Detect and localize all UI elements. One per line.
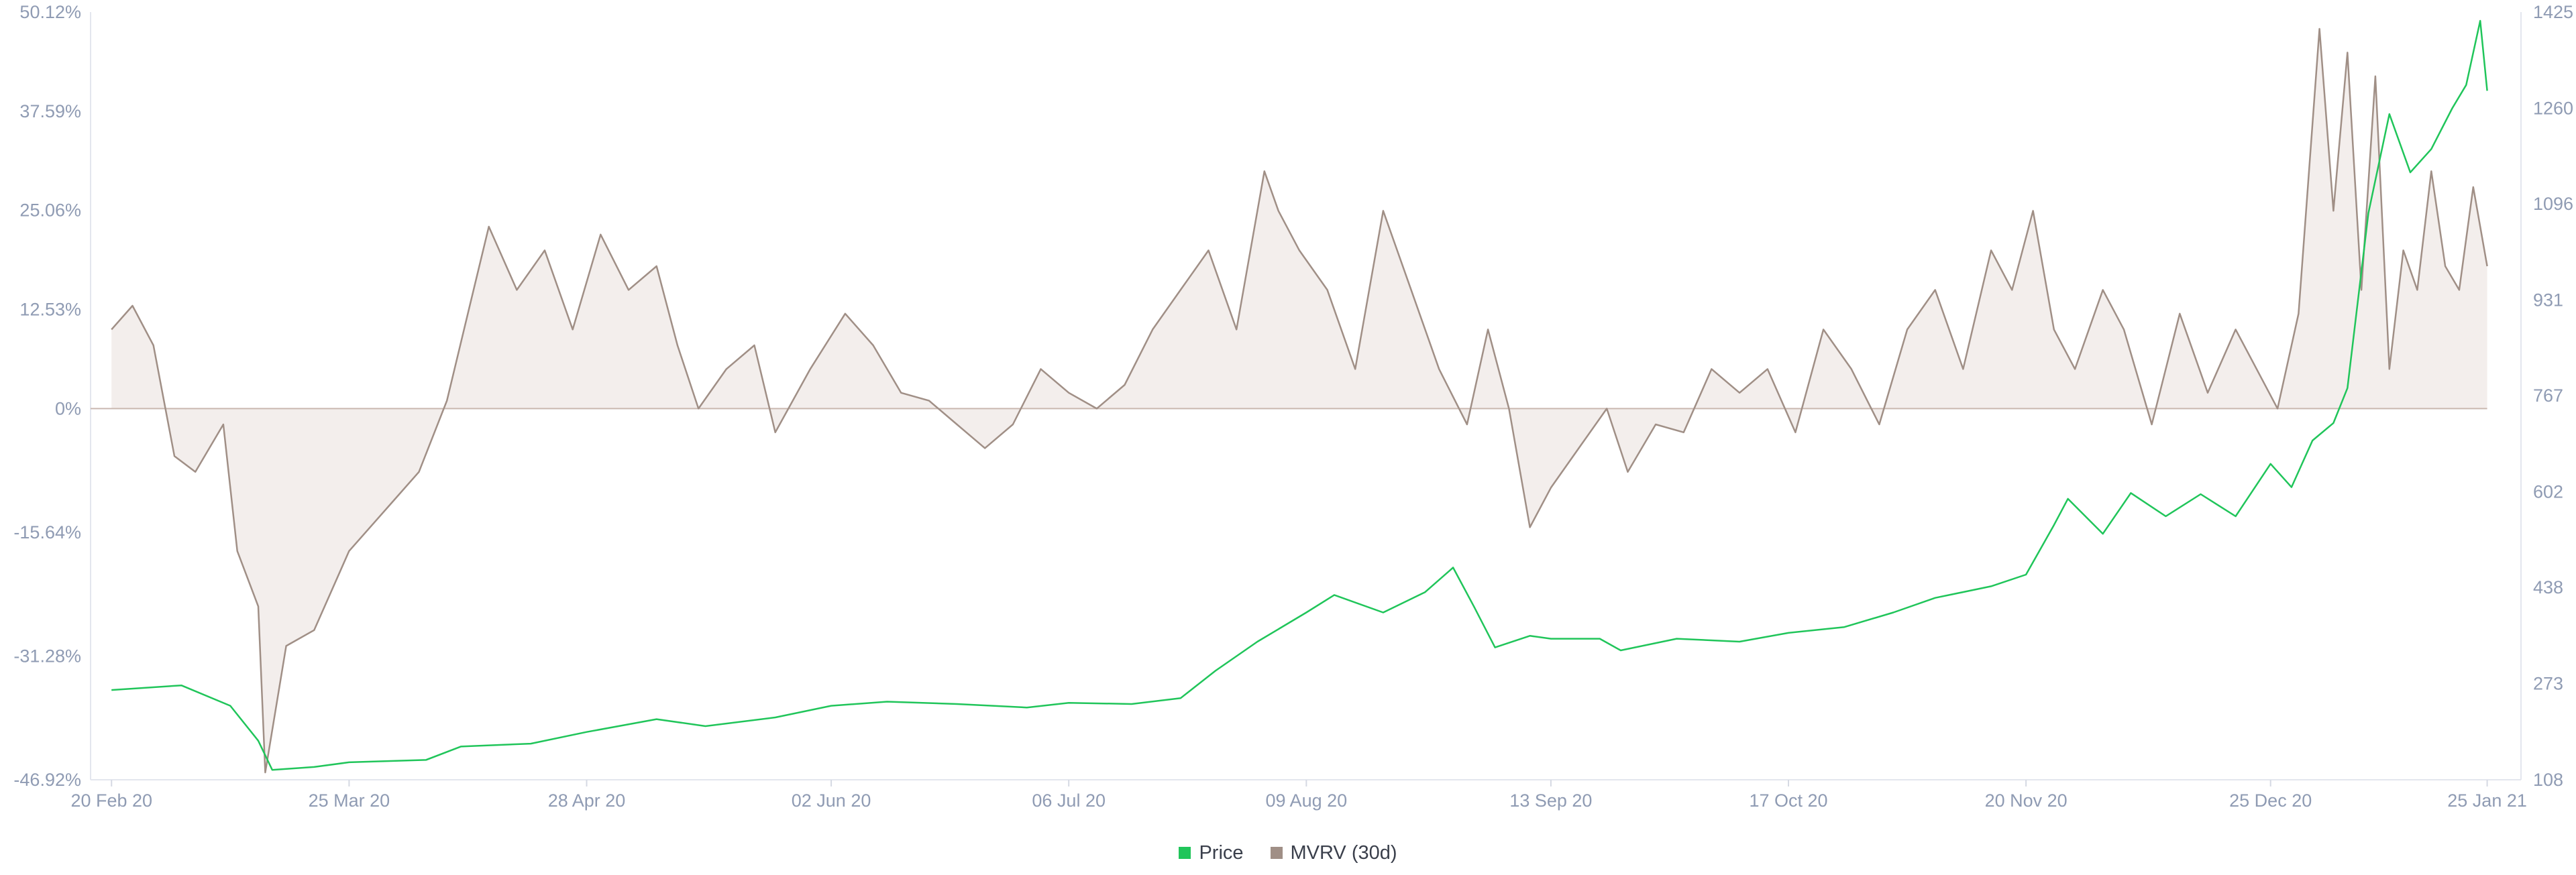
right-axis-ticks: 1425 1260 1096 931 767 602 438 273 108 (2533, 2, 2573, 790)
left-tick-label: 37.59% (19, 101, 81, 121)
mvrv-line (111, 27, 2488, 774)
mvrv-area (111, 29, 2487, 773)
x-tick-label: 20 Nov 20 (1985, 791, 2068, 811)
x-tick-label: 25 Dec 20 (2229, 791, 2312, 811)
right-tick-label: 767 (2533, 386, 2563, 406)
price-series (111, 19, 2488, 771)
left-tick-label: 0% (55, 398, 81, 418)
left-tick-label: 12.53% (19, 300, 81, 320)
x-axis-ticks: 20 Feb 20 25 Mar 20 28 Apr 20 02 Jun 20 06 J… (70, 780, 2527, 811)
right-tick-label: 1096 (2533, 194, 2573, 214)
left-tick-label: 50.12% (19, 2, 81, 22)
x-tick-label: 13 Sep 20 (1509, 791, 1592, 811)
left-tick-label: -15.64% (13, 522, 81, 542)
left-axis-ticks: 50.12% 37.59% 25.06% 12.53% 0% -15.64% -31.28%… (13, 2, 81, 790)
mvrv-series (91, 27, 2488, 774)
price-line (111, 19, 2488, 771)
right-tick-label: 1425 (2533, 2, 2573, 22)
x-tick-label: 17 Oct 20 (1749, 791, 1827, 811)
right-tick-label: 108 (2533, 770, 2563, 790)
legend-item-mvrv[interactable]: MVRV (30d) (1270, 841, 1397, 864)
right-tick-label: 1260 (2533, 98, 2573, 118)
x-tick-label: 02 Jun 20 (792, 791, 871, 811)
x-tick-label: 09 Aug 20 (1266, 791, 1348, 811)
right-tick-label: 602 (2533, 482, 2563, 502)
x-tick-label: 20 Feb 20 (70, 791, 152, 811)
left-tick-label: -31.28% (13, 646, 81, 666)
right-tick-label: 931 (2533, 290, 2563, 310)
legend-label-price: Price (1199, 841, 1244, 864)
x-tick-label: 25 Jan 21 (2447, 791, 2527, 811)
x-tick-label: 28 Apr 20 (548, 791, 626, 811)
x-tick-label: 06 Jul 20 (1032, 791, 1106, 811)
legend-swatch-mvrv (1270, 847, 1283, 859)
legend: Price MVRV (30d) (0, 839, 2576, 866)
legend-swatch-price (1179, 847, 1191, 859)
legend-label-mvrv: MVRV (30d) (1290, 841, 1397, 864)
legend-item-price[interactable]: Price (1179, 841, 1244, 864)
left-tick-label: 25.06% (19, 200, 81, 221)
x-tick-label: 25 Mar 20 (309, 791, 390, 811)
right-tick-label: 438 (2533, 577, 2563, 597)
left-tick-label: -46.92% (13, 770, 81, 790)
right-tick-label: 273 (2533, 674, 2563, 694)
